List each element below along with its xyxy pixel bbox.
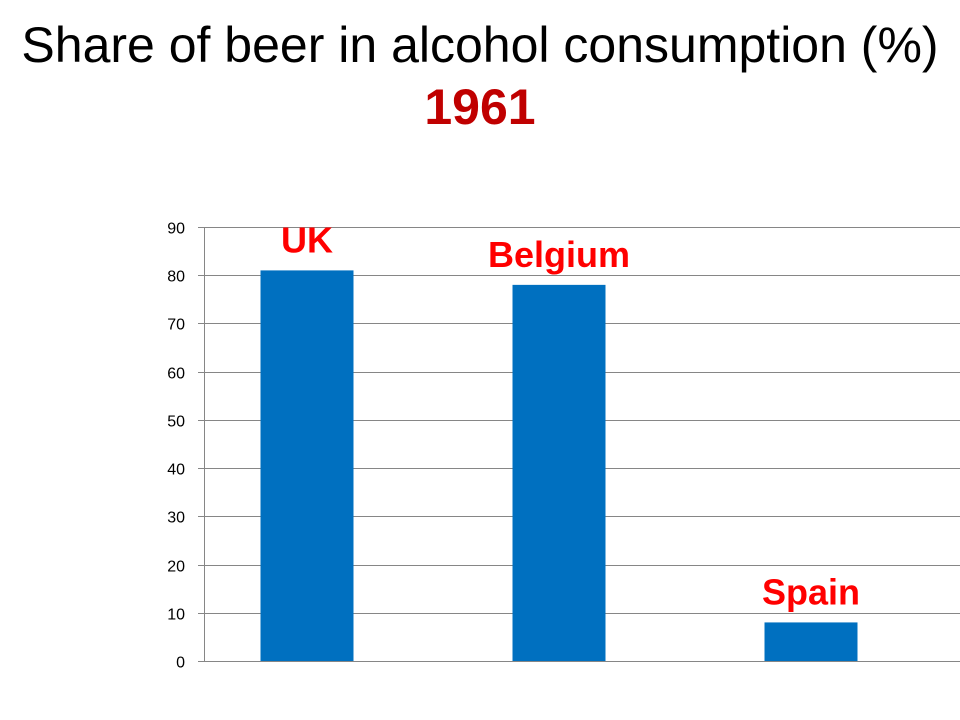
y-tick-label-30: 30 xyxy=(167,510,185,527)
y-tick-label-70: 70 xyxy=(167,317,185,334)
bar-belgium xyxy=(512,284,606,661)
bar-uk xyxy=(260,270,354,661)
bar-label-spain: Spain xyxy=(762,571,860,612)
y-axis: 0 10 20 30 40 50 60 70 80 90 xyxy=(167,221,205,672)
bar-spain xyxy=(764,622,858,661)
y-tick-label-80: 80 xyxy=(167,269,185,286)
y-tick-label-50: 50 xyxy=(167,414,185,431)
y-tick-label-0: 0 xyxy=(176,655,185,672)
y-tick-label-90: 90 xyxy=(167,221,185,238)
y-tick-label-20: 20 xyxy=(167,559,185,576)
chart-title: Share of beer in alcohol consumption (%)… xyxy=(0,14,960,138)
bar-label-belgium: Belgium xyxy=(488,234,630,275)
bar-label-uk: UK xyxy=(281,219,333,260)
chart-title-main: Share of beer in alcohol consumption (%) xyxy=(21,17,939,73)
y-tick-label-60: 60 xyxy=(167,366,185,383)
bars xyxy=(260,270,858,661)
y-tick-label-10: 10 xyxy=(167,607,185,624)
y-tick-label-40: 40 xyxy=(167,462,185,479)
chart-title-year: 1961 xyxy=(424,79,536,135)
bar-labels: UK Belgium Spain xyxy=(281,219,860,612)
